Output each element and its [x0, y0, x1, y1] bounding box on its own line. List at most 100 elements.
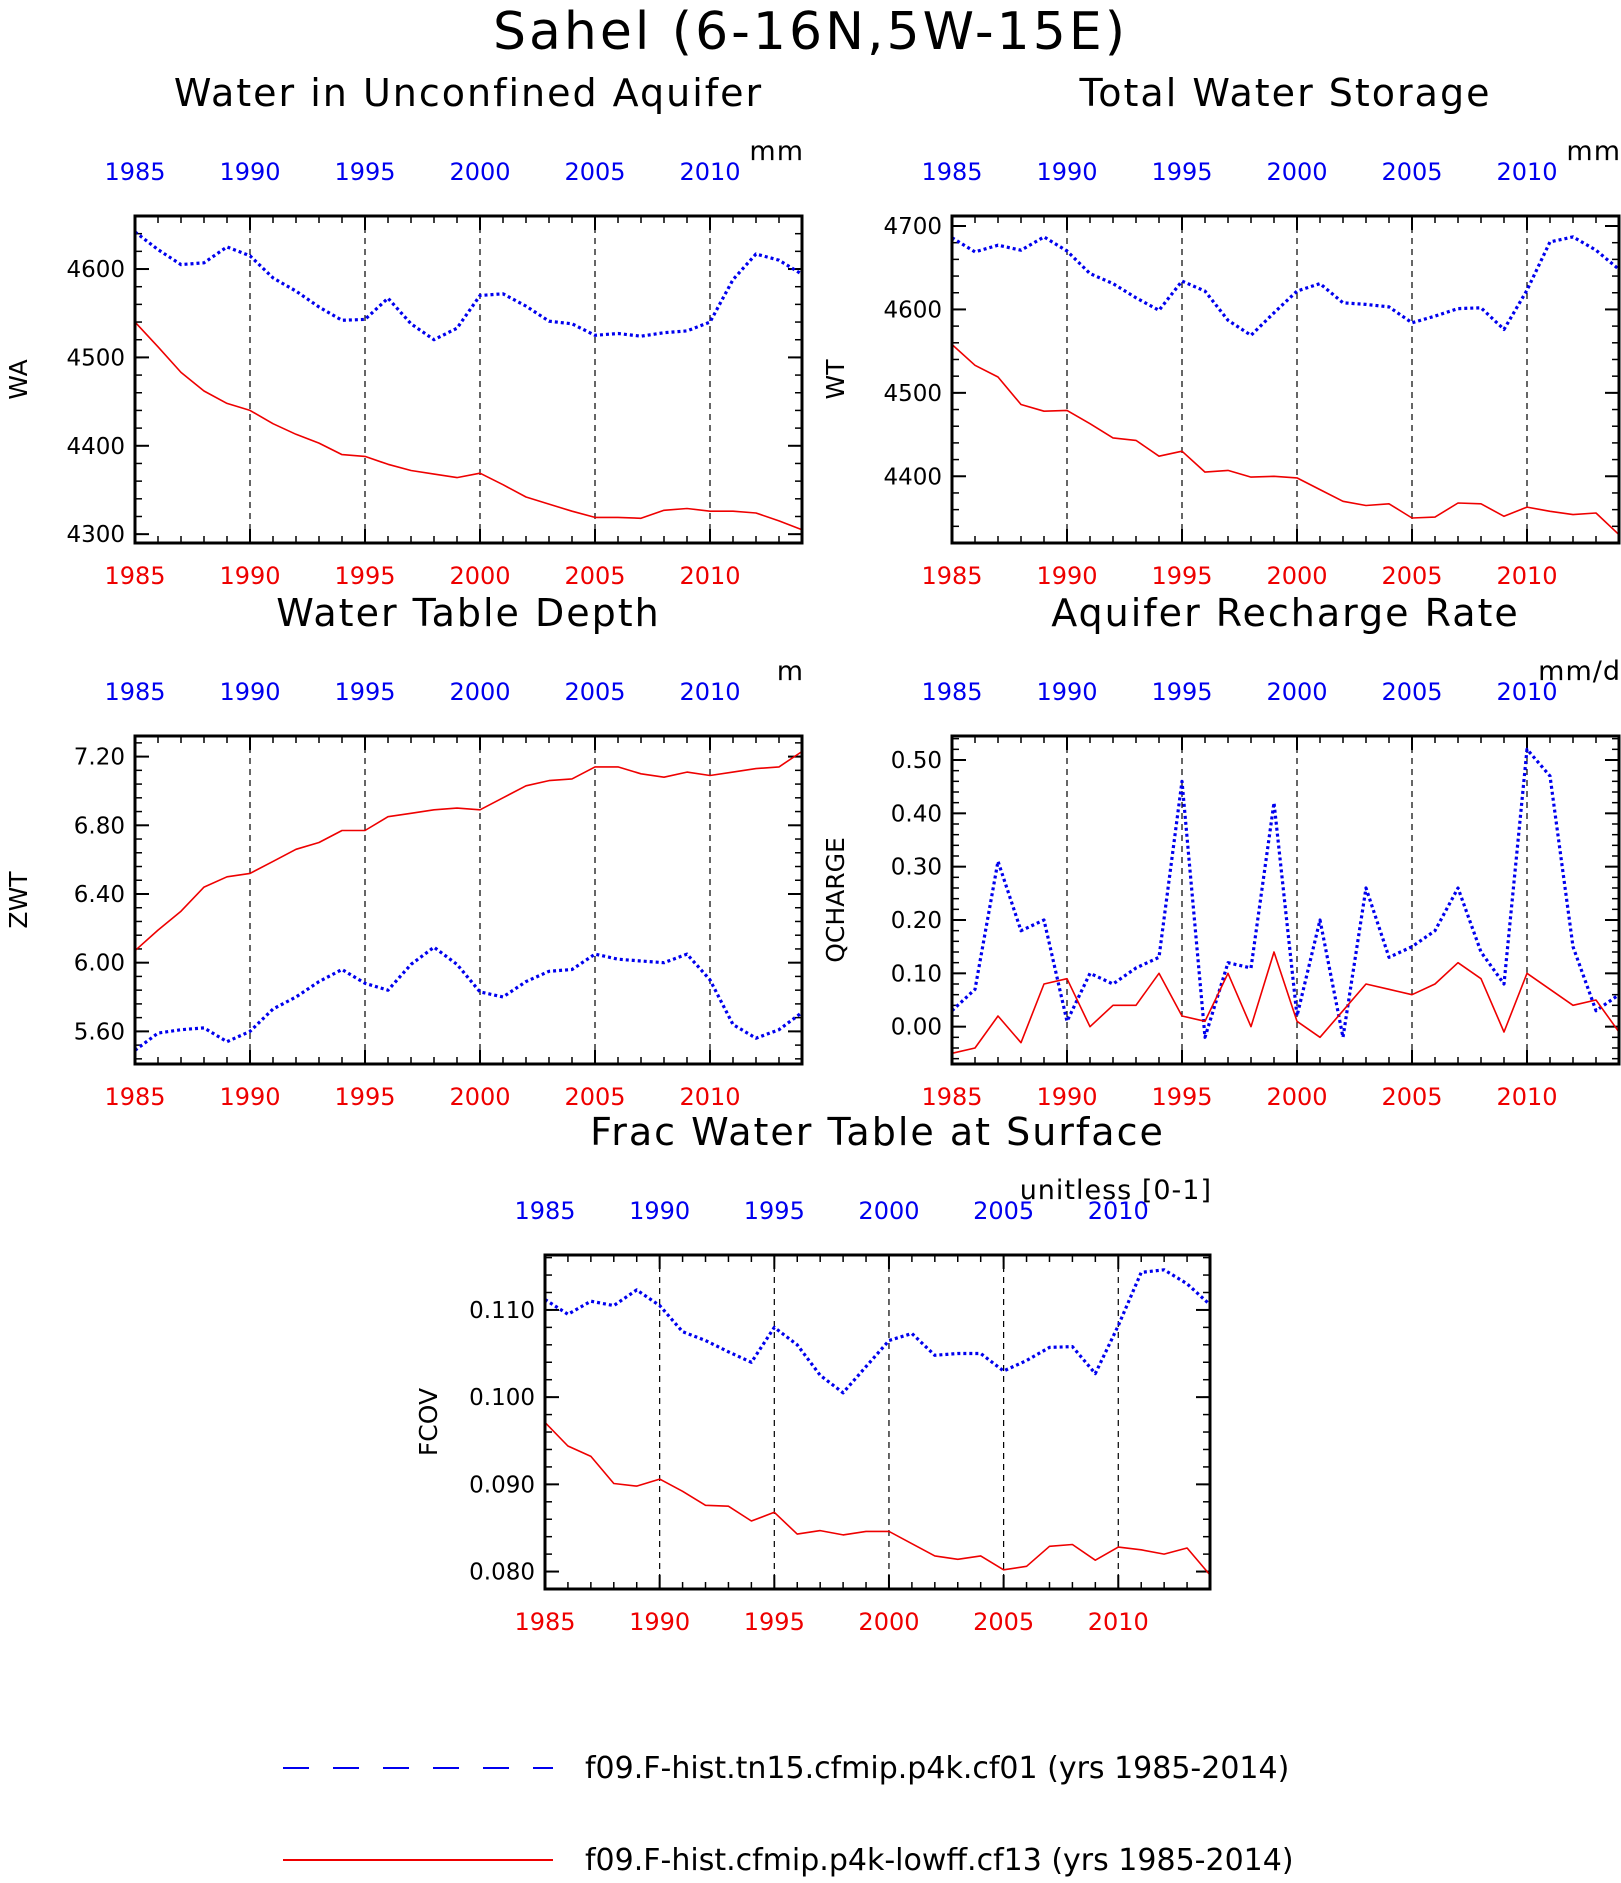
x-tick-label-bottom: 2010 — [679, 1083, 740, 1111]
x-tick-label-bottom: 1985 — [921, 1083, 982, 1111]
series-line-cf01 — [544, 1268, 1212, 1395]
chart-panel-4: Aquifer Recharge Rate mm/d 1985 1985 1990 199… — [821, 591, 1621, 1111]
panel-title: Frac Water Table at Surface — [590, 1110, 1165, 1154]
plot-frame — [133, 734, 804, 1066]
x-tick-label-top: 1990 — [219, 158, 280, 186]
x-tick-label-bottom: 2010 — [679, 562, 740, 590]
x-tick-label-top: 1990 — [629, 1197, 690, 1225]
x-tick-label-top: 2005 — [973, 1197, 1034, 1225]
y-tick-label: 6.00 — [74, 951, 125, 977]
units-label: unitless [0-1] — [1020, 1175, 1212, 1206]
series-line-cf13 — [951, 343, 1620, 536]
chart-panel-5: Frac Water Table at Surface unitless [0-1… — [414, 1110, 1212, 1636]
y-tick-label: 4600 — [66, 257, 125, 283]
x-tick-label-top: 2010 — [1088, 1197, 1149, 1225]
x-tick-label-top: 2000 — [858, 1197, 919, 1225]
chart-panel-3: Water Table Depth m 1985 1985 1990 1990 1995 19… — [4, 591, 804, 1111]
y-tick-label: 0.10 — [891, 961, 942, 987]
series-line-cf13 — [134, 321, 803, 531]
x-tick-label-top: 1995 — [334, 678, 395, 706]
x-tick-label-top: 2000 — [449, 678, 510, 706]
x-tick-label-bottom: 1985 — [104, 1083, 165, 1111]
y-tick-label: 5.60 — [74, 1019, 125, 1045]
series-line-cf01 — [951, 235, 1621, 337]
legend: f09.F-hist.tn15.cfmip.p4k.cf01 (yrs 1985… — [283, 1751, 1294, 1878]
x-tick-label-bottom: 1985 — [104, 562, 165, 590]
plot-frame — [133, 214, 804, 545]
x-tick-label-bottom: 1990 — [1036, 562, 1097, 590]
x-tick-label-bottom: 2010 — [1088, 1608, 1149, 1636]
x-tick-label-top: 1985 — [921, 158, 982, 186]
x-tick-label-bottom: 1990 — [219, 1083, 280, 1111]
x-tick-label-top: 1995 — [334, 158, 395, 186]
y-tick-label: 7.20 — [74, 745, 125, 771]
x-tick-label-top: 1995 — [1151, 158, 1212, 186]
series-line-cf01 — [134, 230, 803, 342]
y-tick-label: 6.40 — [74, 882, 125, 908]
y-tick-label: 6.80 — [74, 813, 125, 839]
units-label: m — [777, 656, 804, 687]
x-tick-label-bottom: 2000 — [858, 1608, 919, 1636]
y-axis-label: ZWT — [4, 871, 33, 929]
legend-label: f09.F-hist.cfmip.p4k-lowff.cf13 (yrs 198… — [585, 1843, 1294, 1878]
x-tick-label-top: 2010 — [1496, 158, 1557, 186]
x-tick-label-top: 1985 — [104, 158, 165, 186]
y-tick-label: 4600 — [883, 297, 942, 323]
x-tick-label-bottom: 1990 — [1036, 1083, 1097, 1111]
x-tick-label-top: 1990 — [1036, 678, 1097, 706]
y-tick-label: 0.30 — [891, 855, 942, 881]
series-line-cf13 — [544, 1421, 1211, 1576]
series-line-cf13 — [134, 750, 803, 952]
x-tick-label-top: 1985 — [514, 1197, 575, 1225]
y-axis-label: QCHARGE — [821, 837, 850, 963]
x-tick-label-top: 2000 — [1266, 678, 1327, 706]
x-tick-label-top: 2000 — [1266, 158, 1327, 186]
x-tick-label-bottom: 2000 — [1266, 562, 1327, 590]
x-tick-label-bottom: 2000 — [449, 1083, 510, 1111]
series-line-cf01 — [134, 945, 803, 1052]
y-tick-label: 0.090 — [469, 1472, 535, 1498]
x-tick-label-top: 2010 — [679, 158, 740, 186]
x-tick-label-bottom: 1995 — [1151, 562, 1212, 590]
chart-panel-1: Water in Unconfined Aquifer mm 1985 1985 199… — [4, 71, 804, 590]
y-tick-label: 4400 — [66, 434, 125, 460]
x-tick-label-bottom: 2000 — [1266, 1083, 1327, 1111]
units-label: mm — [749, 136, 804, 167]
y-tick-label: 0.20 — [891, 908, 942, 934]
x-tick-label-top: 2005 — [564, 678, 625, 706]
y-axis-label: WA — [4, 359, 33, 399]
x-tick-label-bottom: 2005 — [564, 562, 625, 590]
x-tick-label-top: 2000 — [449, 158, 510, 186]
x-tick-label-bottom: 2005 — [564, 1083, 625, 1111]
x-tick-label-top: 1985 — [104, 678, 165, 706]
plot-frame — [543, 1253, 1212, 1591]
x-tick-label-bottom: 1995 — [744, 1608, 805, 1636]
x-tick-label-top: 2010 — [1496, 678, 1557, 706]
plot-frame — [950, 734, 1621, 1066]
x-tick-label-bottom: 1985 — [514, 1608, 575, 1636]
series-line-cf13 — [951, 951, 1620, 1055]
y-tick-label: 4300 — [66, 522, 125, 548]
units-label: mm — [1566, 136, 1621, 167]
panel-title: Total Water Storage — [1079, 71, 1492, 115]
units-label: mm/d — [1538, 656, 1621, 687]
x-tick-label-top: 1985 — [921, 678, 982, 706]
x-tick-label-top: 2005 — [1381, 678, 1442, 706]
x-tick-label-bottom: 1995 — [1151, 1083, 1212, 1111]
y-axis-label: FCOV — [414, 1388, 443, 1456]
y-tick-label: 4500 — [66, 345, 125, 371]
x-tick-label-bottom: 2010 — [1496, 562, 1557, 590]
panel-title: Aquifer Recharge Rate — [1051, 591, 1520, 635]
y-tick-label: 0.50 — [891, 748, 942, 774]
y-tick-label: 4400 — [883, 464, 942, 490]
x-tick-label-bottom: 1995 — [334, 1083, 395, 1111]
panel-title: Water Table Depth — [276, 591, 661, 635]
x-tick-label-top: 2005 — [564, 158, 625, 186]
chart-panel-2: Total Water Storage mm 1985 1985 1990 1990 199… — [821, 71, 1621, 590]
x-tick-label-bottom: 2010 — [1496, 1083, 1557, 1111]
x-tick-label-bottom: 2005 — [1381, 562, 1442, 590]
y-tick-label: 0.40 — [891, 801, 942, 827]
x-tick-label-bottom: 2005 — [1381, 1083, 1442, 1111]
x-tick-label-bottom: 1990 — [219, 562, 280, 590]
